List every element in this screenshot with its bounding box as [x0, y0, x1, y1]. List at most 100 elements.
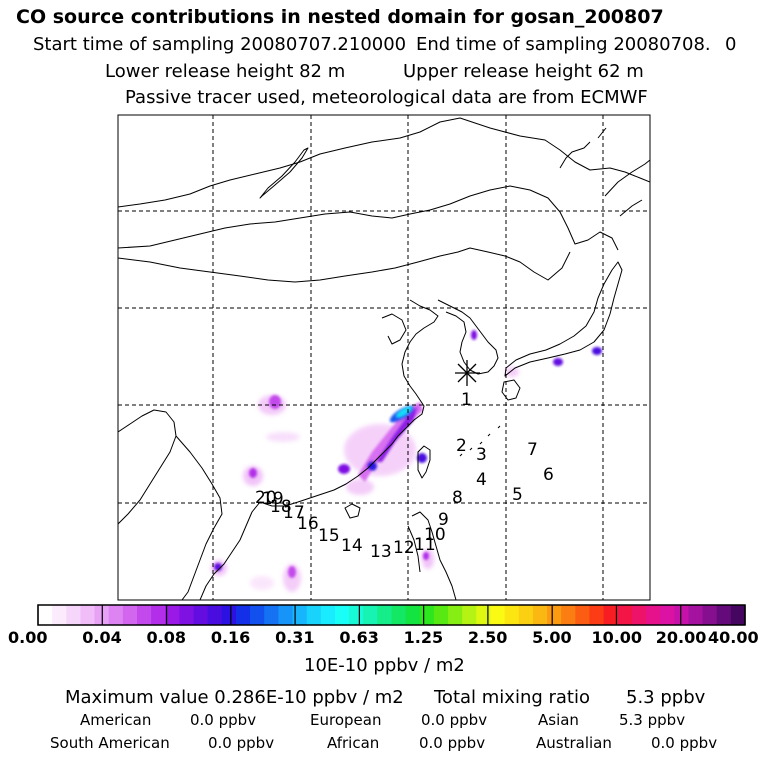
colorbar-cell	[716, 605, 732, 625]
source-field	[211, 330, 602, 592]
hotspot-halo	[505, 367, 519, 377]
colorbar-tick-label: 0.16	[210, 628, 251, 647]
colorbar-tick-label: 0.08	[146, 628, 187, 647]
colorbar-tick-label: 5.00	[532, 628, 572, 647]
colorbar-cell	[66, 605, 82, 625]
colorbar-cell	[730, 605, 746, 625]
trajectory-label: 7	[527, 440, 538, 460]
total-mixing-ratio-value: 5.3 ppbv	[626, 687, 706, 708]
colorbar-cell	[349, 605, 364, 625]
hotspot-peak	[553, 358, 563, 366]
mongolia-border	[118, 185, 619, 251]
colorbar-cell	[405, 605, 421, 625]
trajectory-label: 14	[341, 536, 363, 556]
colorbar-tick-label: 10.00	[591, 628, 643, 647]
receptor-marker	[455, 360, 480, 386]
hotspot-halo	[266, 432, 300, 442]
source-australian-label: Australian	[536, 734, 612, 752]
colorbar-cell	[151, 605, 166, 625]
colorbar-cell	[136, 605, 152, 625]
hotspot-peak	[367, 461, 377, 471]
colorbar-cell	[490, 605, 506, 625]
total-mixing-ratio-label: Total mixing ratio	[434, 687, 591, 708]
colorbar-cell	[306, 605, 322, 625]
colorbar-cell	[504, 605, 520, 625]
source-australian-value: 0.0 ppbv	[651, 734, 718, 752]
source-asian-value: 5.3 ppbv	[619, 711, 686, 729]
colorbar-cell	[264, 605, 279, 625]
trajectory-label: 4	[476, 470, 487, 490]
hotspot-peak	[338, 464, 350, 474]
colorbar-cell	[292, 605, 308, 625]
trajectory-label: 17	[283, 503, 305, 523]
hotspot-peak	[269, 395, 281, 409]
trajectory-label: 3	[476, 445, 487, 465]
trajectory-label: 2	[456, 436, 467, 456]
trajectory-label: 10	[424, 525, 446, 545]
source-south-american-value: 0.0 ppbv	[208, 734, 275, 752]
trajectory-label: 8	[452, 488, 463, 508]
hotspot-peak	[214, 563, 222, 571]
colorbar-tick-label: 0.63	[339, 628, 379, 647]
vietnam-coast	[199, 501, 261, 600]
colorbar-cell	[476, 605, 492, 625]
trajectory-label: 18	[270, 497, 292, 517]
china-mongolia-border	[118, 247, 571, 283]
taiwan	[417, 445, 431, 479]
trajectory-label: 19	[262, 489, 284, 509]
trajectory-label: 1	[461, 390, 472, 410]
source-asian-label: Asian	[538, 711, 579, 729]
hotspot-peak	[592, 347, 602, 355]
luzon	[407, 511, 457, 600]
colorbar-cell	[433, 605, 449, 625]
source-african-label: African	[327, 734, 380, 752]
colorbar-cell	[108, 605, 124, 625]
colorbar-cell	[603, 605, 619, 625]
colorbar-cell	[518, 605, 534, 625]
source-european-label: European	[310, 711, 382, 729]
japan-kyushu	[501, 379, 521, 401]
colorbar-cell	[52, 605, 67, 625]
hotspot-halo	[250, 576, 274, 590]
start-time-label: Start time of sampling 20080707.210000	[33, 34, 407, 55]
colorbar-tick-label: 20.00	[655, 628, 707, 647]
colorbar-cell	[250, 605, 265, 625]
colorbar-cell	[193, 605, 209, 625]
colorbar-cell	[561, 605, 576, 625]
source-american-label: American	[80, 711, 152, 729]
east-china-coast	[259, 299, 439, 507]
colorbar-cell	[391, 605, 407, 625]
hotspot-peak	[288, 566, 296, 578]
source-american-value: 0.0 ppbv	[190, 711, 257, 729]
colorbar-cell	[419, 605, 435, 625]
hotspot-peak	[471, 330, 477, 340]
colorbar-frame	[37, 604, 746, 626]
hotspot-peak	[423, 552, 429, 560]
colorbar-cell	[80, 605, 96, 625]
bohai-coast	[381, 313, 407, 345]
colorbar-cell	[674, 605, 690, 625]
trajectory-label: 6	[543, 465, 554, 485]
colorbar-cell	[221, 605, 237, 625]
source-african-value: 0.0 ppbv	[419, 734, 486, 752]
colorbar-cell	[660, 605, 675, 625]
hotspot-halo	[346, 479, 374, 495]
colorbar-cell	[532, 605, 548, 625]
colorbar-cell	[448, 605, 463, 625]
map-frame	[117, 114, 651, 601]
colorbar-cell	[646, 605, 661, 625]
colorbar-tick-label: 0.04	[82, 628, 122, 647]
lower-release-label: Lower release height 82 m	[105, 61, 346, 82]
hotspot-peak	[417, 453, 427, 463]
colorbar-tick-label: 40.00	[708, 628, 759, 647]
sakhalin	[559, 127, 607, 169]
colorbar-cell	[207, 605, 223, 625]
colorbar-cell	[235, 605, 251, 625]
source-european-value: 0.0 ppbv	[421, 711, 488, 729]
hainan	[344, 503, 361, 519]
colorbar-cell	[547, 605, 562, 625]
colorbar-cell	[688, 605, 704, 625]
